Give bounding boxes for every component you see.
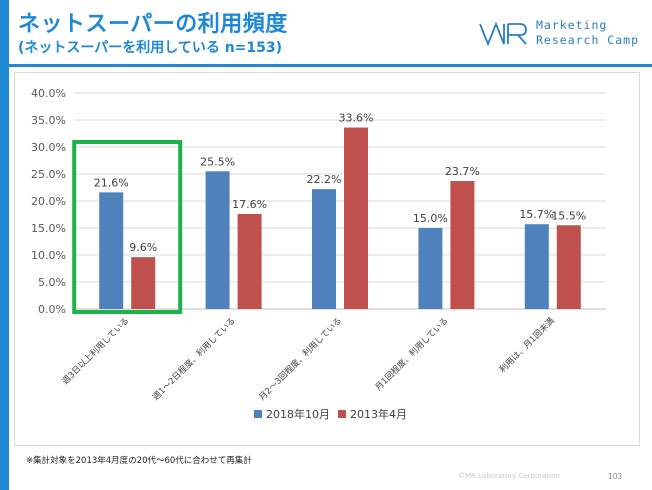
data-label: 33.6% bbox=[339, 112, 374, 125]
page-subtitle: (ネットスーパーを利用している n=153) bbox=[18, 40, 283, 56]
data-label: 15.7% bbox=[519, 208, 554, 221]
highlight-box bbox=[72, 140, 183, 314]
footnote: ※集計対象を2013年4月度の20代〜60代に合わせて再集計 bbox=[26, 456, 252, 466]
bar bbox=[556, 225, 581, 309]
legend-label: 2013年4月 bbox=[350, 407, 407, 421]
bar bbox=[450, 181, 475, 309]
bar bbox=[344, 127, 368, 309]
y-tick-label: 10.0% bbox=[31, 249, 66, 262]
copyright: ©MR Laboratory Corporation bbox=[458, 472, 560, 480]
y-tick-label: 25.0% bbox=[31, 168, 66, 181]
y-tick-label: 30.0% bbox=[31, 141, 66, 154]
y-tick-label: 0.0% bbox=[38, 303, 66, 316]
bar bbox=[312, 189, 336, 309]
x-tick-label: 週1〜2日程度、利用している bbox=[150, 315, 237, 402]
x-tick-label: 週3日以上利用している bbox=[60, 315, 132, 387]
data-label: 21.6% bbox=[94, 176, 129, 189]
bar bbox=[524, 224, 549, 309]
y-tick-label: 15.0% bbox=[31, 222, 66, 235]
data-label: 15.5% bbox=[551, 209, 586, 222]
accent-bar bbox=[0, 0, 9, 490]
legend-swatch bbox=[254, 410, 262, 418]
bar bbox=[99, 192, 124, 309]
y-tick-label: 40.0% bbox=[31, 87, 66, 100]
y-tick-label: 20.0% bbox=[31, 195, 66, 208]
x-tick-label: 利用は、月1回未満 bbox=[497, 315, 557, 375]
data-label: 22.2% bbox=[307, 173, 342, 186]
data-label: 17.6% bbox=[232, 198, 267, 211]
data-label: 25.5% bbox=[200, 155, 235, 168]
x-tick-label: 月2〜3回程度、利用している bbox=[257, 315, 344, 402]
header-divider bbox=[9, 64, 652, 67]
logo-line-1: Marketing bbox=[536, 18, 608, 32]
bar bbox=[131, 257, 156, 309]
y-tick-label: 35.0% bbox=[31, 114, 66, 127]
legend-label: 2018年10月 bbox=[266, 407, 330, 421]
data-label: 9.6% bbox=[129, 241, 157, 254]
mr-logo-icon bbox=[479, 22, 527, 46]
page-title: ネットスーパーの利用頻度 bbox=[18, 12, 288, 37]
data-label: 15.0% bbox=[413, 212, 448, 225]
x-tick-label: 月1回程度、利用している bbox=[373, 315, 451, 393]
bar bbox=[418, 228, 443, 309]
legend-swatch bbox=[338, 410, 346, 418]
y-tick-label: 5.0% bbox=[38, 276, 66, 289]
logo-text: Marketing Research Camp bbox=[536, 18, 639, 48]
page-number: 103 bbox=[608, 472, 623, 481]
bar bbox=[205, 171, 230, 309]
bar bbox=[237, 213, 262, 309]
logo-line-2: Research Camp bbox=[536, 33, 640, 47]
data-label: 23.7% bbox=[445, 165, 480, 178]
